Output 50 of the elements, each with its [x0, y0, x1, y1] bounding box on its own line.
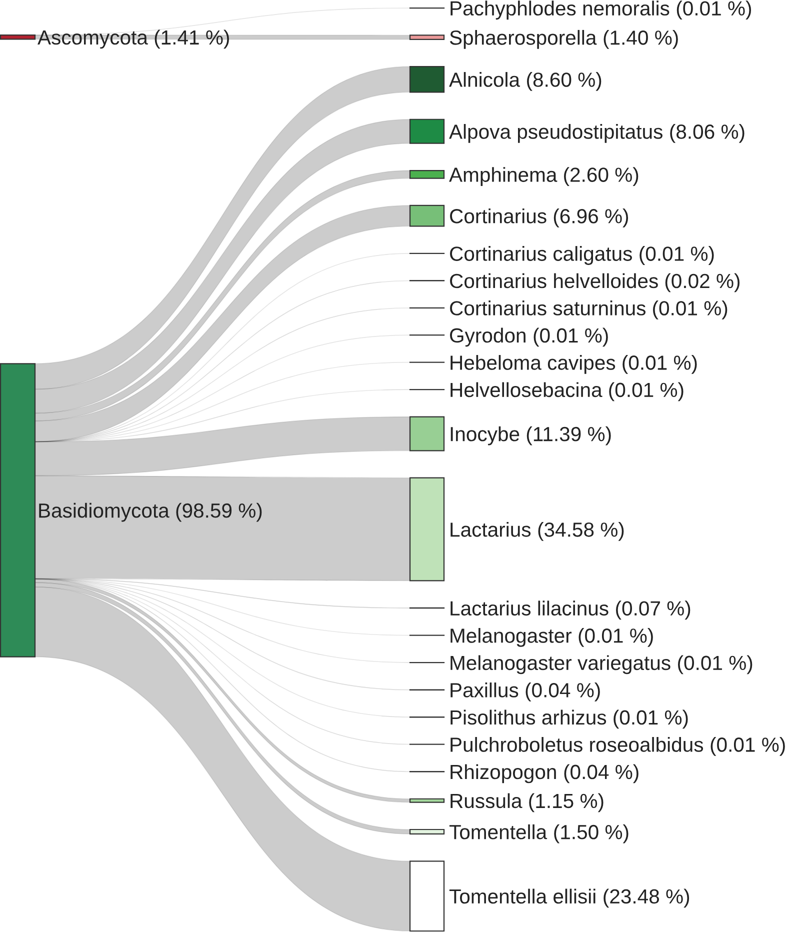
data-label: (0.01 %) — [653, 300, 728, 320]
data-label: (1.50 %) — [554, 824, 628, 844]
data-label: (0.01 %) — [640, 246, 714, 265]
data-label: (0.01 %) — [609, 382, 684, 402]
category-label: Pisolithus arhizus — [450, 710, 606, 725]
category-label: Cortinarius caligatus — [450, 246, 632, 265]
category-label: Rhizopogon — [450, 764, 556, 784]
category-label: Alpova pseudostipitatus — [449, 124, 662, 143]
data-label: (34.58 %) — [538, 522, 624, 541]
data-label: (1.15 %) — [529, 793, 604, 812]
category-label: Cortinarius saturninus — [450, 300, 646, 316]
data-label: (11.39 %) — [526, 426, 611, 446]
data-label: (6.96 %) — [554, 208, 628, 228]
data-label: (23.48 %) — [604, 888, 690, 908]
category-label: Paxillus — [450, 682, 518, 698]
category-label: Cortinarius — [450, 208, 546, 224]
category-label: Russula — [450, 793, 522, 808]
data-label: (0.01 %) — [614, 710, 688, 729]
text: Basidiomycota (98.59 %) — [39, 502, 262, 522]
category-label: Lactarius lilacinus — [450, 600, 608, 616]
category-label: Cortinarius helvelloides — [450, 273, 658, 288]
data-label: (0.01 %) — [710, 737, 785, 756]
data-label: (8.06 %) — [670, 124, 744, 143]
category-label: Tomentella ellisii — [449, 888, 596, 904]
category-label: Pulchroboletus roseoalbidus — [450, 737, 704, 752]
data-label: (0.01 %) — [622, 354, 697, 374]
data-label: (0.04 %) — [526, 682, 600, 702]
category-label: Tomentella — [449, 824, 548, 840]
category-label: Amphinema — [449, 167, 558, 186]
category-label: Melanogaster variegatus — [450, 655, 670, 674]
category-label: Melanogaster — [450, 628, 572, 647]
data-label: (8.60 %) — [527, 72, 602, 91]
data-label: (0.02 %) — [665, 273, 740, 292]
category-label: Helvellosebacina — [450, 382, 602, 398]
legend-label: Ascomycota (1.41 %) — [38, 30, 229, 49]
category-label: Pachyphlodes nemoralis — [450, 0, 670, 20]
data-label: (0.01 %) — [678, 655, 752, 674]
category-label: Hebeloma cavipes — [450, 354, 616, 374]
category-label: Lactarius — [450, 522, 531, 537]
category-label: Gyrodon — [450, 328, 526, 347]
data-label: (2.60 %) — [564, 167, 638, 186]
data-label: (0.01 %) — [676, 0, 752, 20]
data-label: (0.04 %) — [564, 764, 638, 784]
data-label: (0.01 %) — [578, 628, 653, 647]
category-label: Inocybe — [450, 426, 520, 446]
data-label: (0.07 %) — [616, 600, 690, 620]
category-label: Alnicola — [449, 72, 520, 87]
data-label: (1.40 %) — [604, 30, 678, 49]
category-label: Sphaerosporella — [450, 30, 597, 49]
data-label: (0.01 %) — [534, 328, 608, 347]
